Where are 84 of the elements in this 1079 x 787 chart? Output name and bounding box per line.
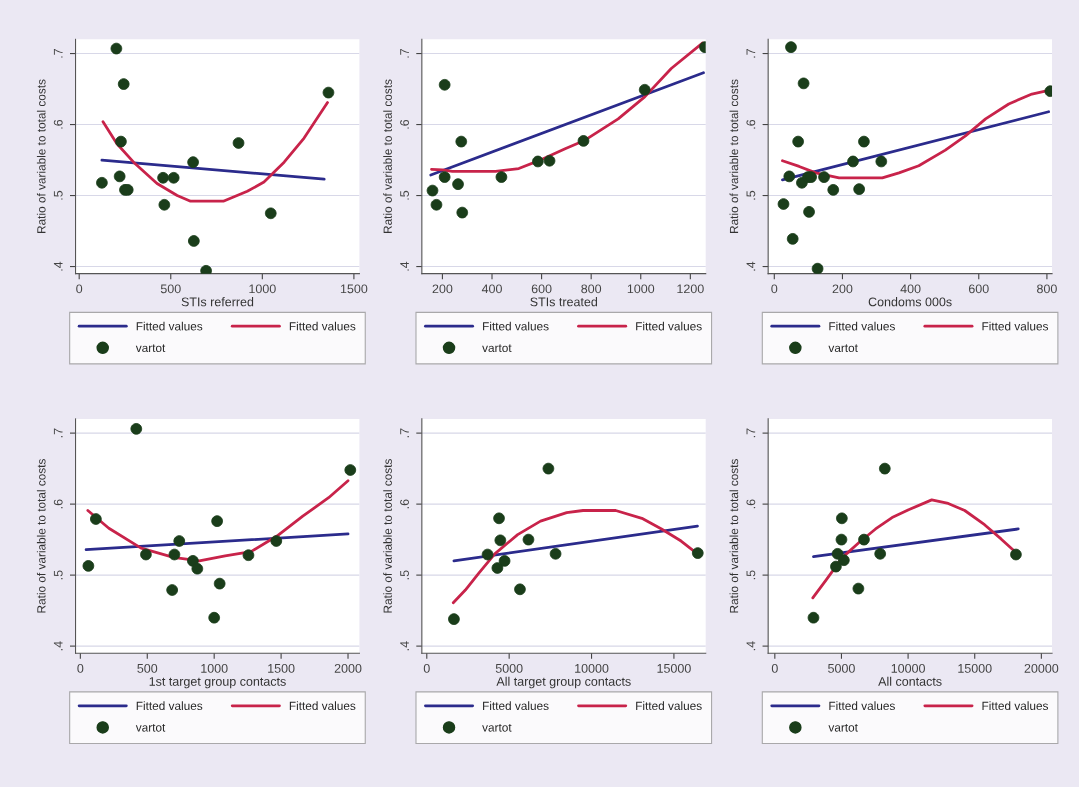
x-axis-title: Condoms 000s [868,297,952,307]
x-tick-label: 0 [77,663,84,673]
legend-label: Fitted values [982,321,1049,331]
x-tick-label: 5000 [495,663,523,673]
y-tick-label: .4 [400,261,409,271]
legend-label: Fitted values [483,321,549,331]
legend-label: vartot [135,344,166,353]
y-tick-label: .7 [400,428,409,438]
legend-label: vartot [828,344,858,353]
legend-label: Fitted values [136,321,203,331]
y-tick-label: .7 [53,48,63,58]
legend-label: Fitted values [483,701,549,711]
y-tick-label: .6 [400,119,409,129]
x-tick-label: 500 [137,663,158,673]
y-tick-label: .4 [53,261,63,271]
x-tick-label: 15000 [657,663,691,673]
x-axis-title: STIs treated [530,297,598,307]
y-tick-label: .4 [400,641,409,651]
x-axis-title: All target group contacts [496,676,631,689]
y-axis-title: Ratio of variable to total costs [729,459,739,613]
x-tick-label: 600 [968,284,989,294]
y-axis-title: Ratio of variable to total costs [729,79,739,233]
x-tick-label: 400 [481,284,502,294]
x-tick-label: 800 [581,284,602,294]
x-tick-label: 10000 [891,663,925,673]
x-tick-label: 400 [900,284,921,294]
legend-label: vartot [482,723,512,732]
legend-label: Fitted values [136,701,203,711]
legend-label: vartot [135,723,166,732]
y-tick-label: .5 [746,190,756,200]
y-tick-label: .5 [400,190,409,200]
x-tick-label: 1500 [340,284,368,294]
legend-label: vartot [828,723,858,732]
x-tick-label: 500 [160,284,181,294]
x-tick-label: 0 [76,284,83,294]
legend-label: Fitted values [289,701,356,711]
y-tick-label: .6 [746,499,756,509]
x-tick-label: 200 [432,284,453,294]
x-axis-title: All contacts [878,676,942,686]
legend-label: Fitted values [636,701,702,711]
y-tick-label: .6 [400,499,409,509]
y-tick-label: .6 [53,499,63,509]
y-tick-label: .6 [53,119,63,129]
x-tick-label: 1500 [268,663,295,673]
legend-label: Fitted values [829,321,895,331]
y-tick-label: .4 [53,641,63,651]
y-tick-label: .4 [746,641,756,651]
y-tick-label: .7 [746,48,756,58]
y-tick-label: .5 [746,570,756,580]
legend-label: Fitted values [636,321,702,331]
y-tick-label: .7 [746,428,756,438]
x-tick-label: 1000 [627,284,655,294]
y-tick-label: .4 [746,261,756,271]
line-series [101,101,329,203]
legend-label: Fitted values [829,701,895,711]
x-axis-title: 1st target group contacts [149,677,286,689]
y-axis-title: Ratio of variable to total costs [383,79,392,233]
x-tick-label: 1000 [201,663,228,673]
y-tick-label: .5 [53,570,63,580]
y-tick-label: .7 [400,48,409,58]
x-tick-label: 0 [771,663,778,673]
x-tick-label: 1200 [677,284,704,294]
x-tick-label: 5000 [828,663,855,673]
legend-label: Fitted values [982,701,1049,711]
x-axis-title: STIs referred [181,297,254,307]
y-tick-label: .6 [746,119,756,129]
x-tick-label: 2000 [334,663,362,673]
x-tick-label: 15000 [958,663,992,673]
x-tick-label: 20000 [1024,663,1059,673]
x-tick-label: 600 [531,284,552,294]
y-tick-label: .7 [53,428,63,438]
y-tick-label: .5 [53,190,63,200]
x-tick-label: 0 [423,663,430,673]
x-tick-label: 200 [832,284,853,294]
y-axis-title: Ratio of variable to total costs [383,459,392,613]
x-tick-label: 0 [771,284,778,294]
y-axis-title: Ratio of variable to total costs [36,459,46,613]
y-axis-title: Ratio of variable to total costs [36,79,46,233]
y-tick-label: .5 [400,570,409,580]
legend-label: Fitted values [289,321,356,331]
x-tick-label: 1000 [249,284,276,294]
legend-label: vartot [482,344,512,353]
x-tick-label: 800 [1037,284,1057,294]
x-tick-label: 10000 [575,663,609,673]
